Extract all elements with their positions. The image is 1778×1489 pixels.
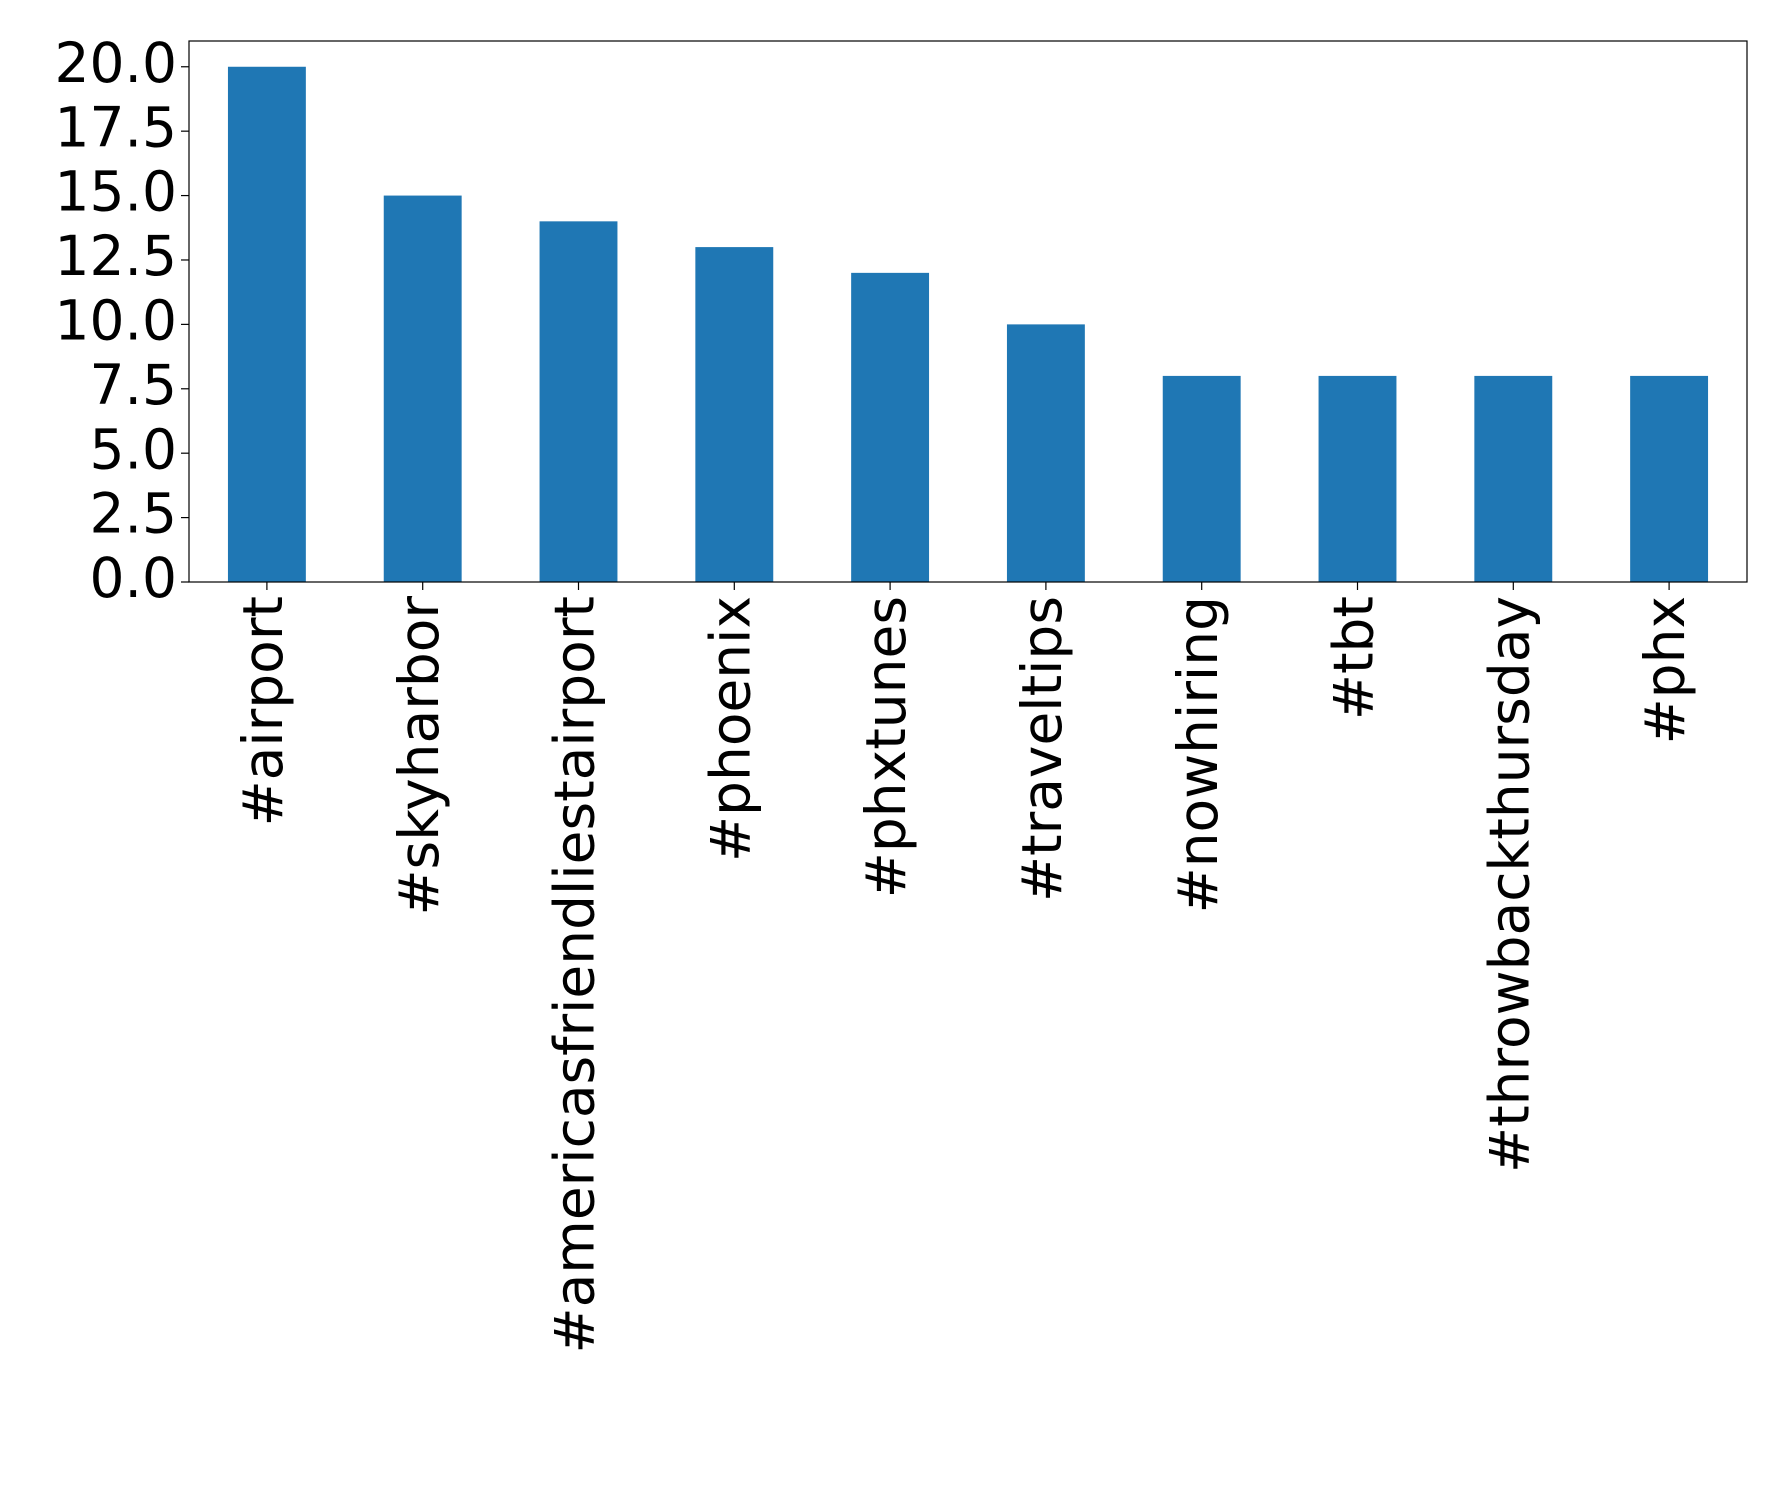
bar (383, 195, 462, 583)
y-tick-label: 2.5 (90, 482, 177, 546)
x-tick-label: #phx (1633, 596, 1697, 744)
y-tick-label: 7.5 (90, 353, 177, 417)
bar (1162, 375, 1241, 582)
y-tick-label: 5.0 (90, 417, 177, 481)
bar (695, 247, 774, 582)
bar (1006, 324, 1085, 582)
x-tick-label: #throwbackthursday (1477, 596, 1541, 1173)
x-tick-label: #phoenix (698, 596, 762, 862)
x-tick-label: #skyharbor (387, 596, 451, 916)
bar (539, 221, 618, 583)
x-tick-label: #americasfriendliestairport (543, 596, 607, 1354)
y-tick-label: 15.0 (55, 160, 177, 224)
bar (851, 272, 930, 582)
y-tick-label: 20.0 (55, 31, 177, 95)
y-tick-label: 12.5 (55, 224, 177, 288)
x-tick-label: #phxtunes (854, 596, 918, 898)
bar (1474, 375, 1553, 582)
y-tick-label: 10.0 (55, 289, 177, 353)
plot-frame (188, 40, 1748, 583)
bar (227, 66, 306, 582)
y-tick-label: 17.5 (55, 95, 177, 159)
y-tick-label: 0.0 (90, 546, 177, 610)
bar (1630, 375, 1709, 582)
x-tick-label: #tbt (1322, 596, 1386, 720)
bar (1318, 375, 1397, 582)
x-tick-label: #airport (231, 596, 295, 826)
x-tick-label: #traveltips (1010, 596, 1074, 902)
x-tick-label: #nowhiring (1166, 596, 1230, 913)
